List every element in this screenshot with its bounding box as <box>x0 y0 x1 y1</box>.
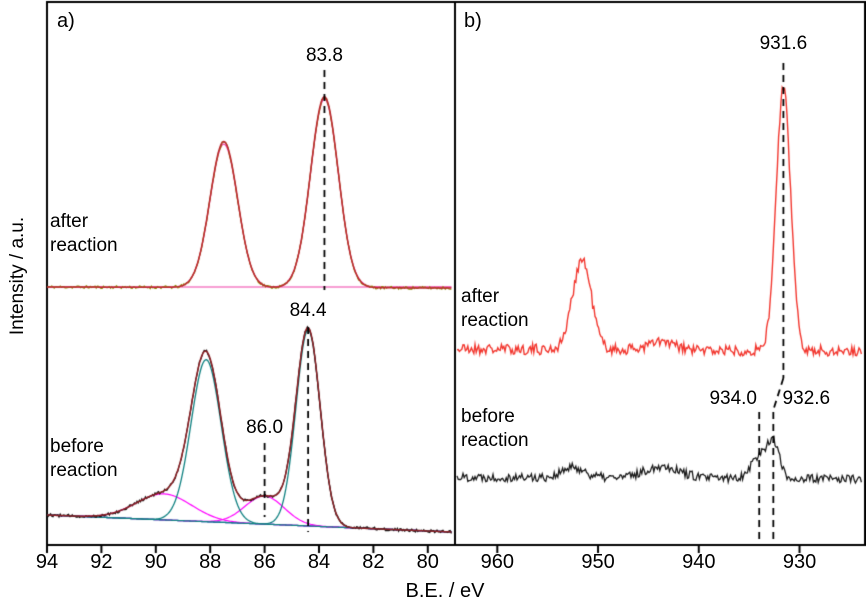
x-tick-label: 960 <box>480 551 514 573</box>
x-tick-label: 88 <box>199 551 222 573</box>
panel-b-label: b) <box>464 10 482 32</box>
peak-label-83-8: 83.8 <box>305 45 343 66</box>
x-tick-label: 90 <box>144 551 167 573</box>
peak-label-931-6: 931.6 <box>759 33 808 54</box>
x-tick-label: 80 <box>416 551 439 573</box>
peak-label-86-0: 86.0 <box>246 417 284 438</box>
x-tick-label: 84 <box>307 551 331 573</box>
series-label-before-reaction-b: before reaction <box>461 406 529 452</box>
series-label-after-reaction-b: after reaction <box>461 286 529 332</box>
x-tick-label: 940 <box>682 551 716 573</box>
x-tick-label: 94 <box>35 551 59 573</box>
x-tick-label: 92 <box>90 551 113 573</box>
panel-a-label: a) <box>57 10 75 32</box>
x-tick-label: 82 <box>362 551 385 573</box>
peak-label-932-6: 932.6 <box>782 388 831 409</box>
y-axis-label: Intensity / a.u. <box>7 216 28 336</box>
series-label-after-reaction-a: after reaction <box>50 211 118 257</box>
series-label-before-reaction-a: before reaction <box>50 436 118 482</box>
x-tick-label: 950 <box>581 551 615 573</box>
x-axis-label: B.E. / eV <box>405 580 485 602</box>
x-tick-label: 86 <box>253 551 276 573</box>
x-tick-label: 930 <box>782 551 817 573</box>
peak-label-84-4: 84.4 <box>289 300 327 321</box>
peak-label-934-0: 934.0 <box>709 388 757 409</box>
